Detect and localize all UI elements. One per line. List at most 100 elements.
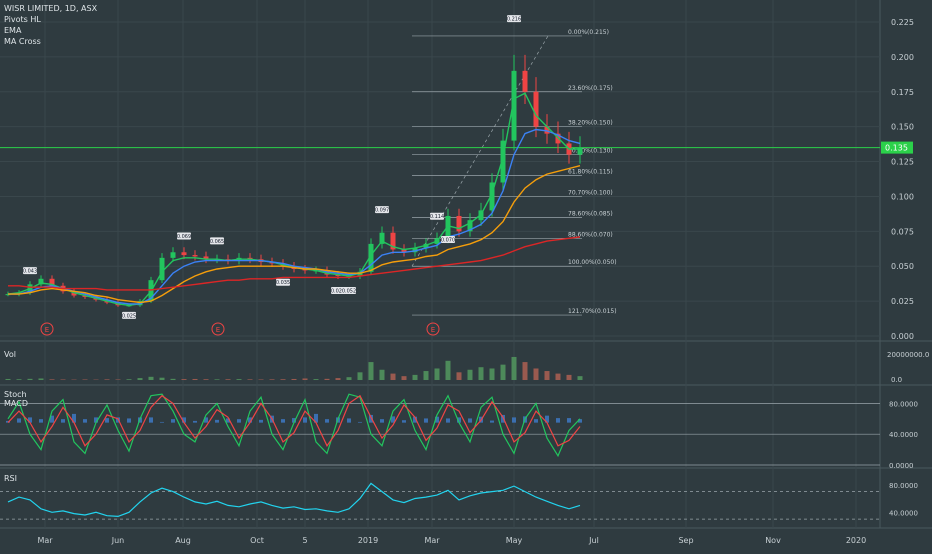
stoch-tick-label: 80.0000: [889, 400, 918, 408]
time-axis-label: Oct: [250, 536, 264, 545]
current-price-label: 0.135: [885, 144, 908, 153]
pivot-label: 0.097: [375, 206, 389, 214]
macd-histogram-bar: [347, 418, 351, 422]
pivot-label-text: 0.035: [276, 280, 290, 286]
macd-histogram-bar: [567, 418, 571, 423]
volume-bar: [413, 375, 418, 380]
macd-histogram-bar: [17, 418, 21, 422]
volume-bar: [314, 379, 319, 380]
macd-histogram-bar: [424, 418, 428, 422]
earnings-marker-label: E: [216, 326, 220, 334]
indicator-ma-cross-label[interactable]: MA Cross: [4, 36, 97, 47]
indicator-ema-label[interactable]: EMA: [4, 25, 97, 36]
macd-histogram-bar: [490, 421, 494, 423]
pivot-label: 0.025: [122, 312, 136, 320]
pivot-label: 0.035: [276, 279, 290, 287]
volume-bar: [105, 379, 110, 380]
rsi-panel-label: RSI: [4, 473, 17, 484]
stoch-tick-label: 40.0000: [889, 431, 918, 439]
pivot-label-text: 0.097: [375, 208, 389, 214]
price-tick-label: 0.100: [891, 192, 914, 201]
macd-histogram-bar: [127, 418, 131, 422]
pivot-label-text: 0.069: [177, 234, 191, 240]
price-tick-label: 0.000: [891, 332, 914, 341]
vol-panel-label: Vol: [4, 349, 16, 360]
volume-bar: [556, 374, 561, 380]
earnings-marker-label: E: [431, 326, 435, 334]
volume-bar: [358, 372, 363, 380]
indicator-pivots-label[interactable]: Pivots HL: [4, 14, 97, 25]
macd-histogram-bar: [380, 419, 384, 423]
volume-bar: [17, 379, 22, 380]
macd-histogram-bar: [215, 420, 219, 423]
macd-histogram-bar: [534, 419, 538, 423]
volume-bar: [226, 379, 231, 380]
earnings-marker-label: E: [45, 326, 49, 334]
macd-histogram-bar: [281, 419, 285, 423]
volume-bar: [6, 379, 11, 380]
pivot-label: 0.070: [441, 236, 455, 244]
fib-level-label: 23.60%(0.175): [568, 85, 613, 92]
volume-bar: [501, 365, 506, 380]
time-axis-label: Aug: [175, 536, 191, 545]
volume-bar: [204, 379, 209, 380]
volume-bar: [292, 379, 297, 380]
volume-bar: [446, 361, 451, 380]
price-tick-label: 0.200: [891, 53, 914, 62]
rsi-tick-label: 80.0000: [889, 482, 918, 490]
pivot-label: 0.052: [342, 287, 356, 295]
volume-bar: [391, 374, 396, 380]
macd-histogram-bar: [259, 420, 263, 423]
volume-bar: [50, 379, 55, 380]
pivot-label-text: 0.065: [210, 239, 224, 245]
time-axis-label: Sep: [678, 536, 693, 545]
macd-histogram-bar: [160, 422, 164, 423]
volume-bar: [578, 376, 583, 380]
fib-level-label: 38.20%(0.150): [568, 120, 613, 127]
volume-tick-label: 20000000.0: [887, 351, 929, 359]
volume-bar: [28, 379, 33, 380]
price-tick-label: 0.175: [891, 88, 914, 97]
macd-histogram-bar: [325, 419, 329, 423]
fib-level-label: 61.80%(0.115): [568, 169, 613, 176]
volume-bar: [457, 372, 462, 380]
volume-bar: [39, 378, 44, 380]
pivot-label: 0.043: [23, 267, 37, 275]
time-axis-label: Mar: [424, 536, 440, 545]
pivot-label: 0.216: [507, 15, 521, 22]
macd-histogram-bar: [358, 422, 362, 423]
fib-level-label: 100.00%(0.050): [568, 259, 617, 266]
volume-bar: [424, 371, 429, 380]
time-axis-label: Mar: [37, 536, 53, 545]
macd-histogram-bar: [237, 419, 241, 423]
macd-histogram-bar: [193, 421, 197, 423]
volume-bar: [83, 379, 88, 380]
pivot-label-text: 0.052: [342, 288, 356, 294]
price-tick-label: 0.075: [891, 227, 914, 236]
fib-level-label: 78.60%(0.085): [568, 210, 613, 217]
volume-bar: [369, 362, 374, 380]
macd-histogram-bar: [149, 417, 153, 422]
price-tick-label: 0.025: [891, 297, 914, 306]
macd-histogram-bar: [61, 419, 65, 423]
volume-bar: [215, 379, 220, 380]
volume-bar: [270, 379, 275, 380]
macd-label: MACD: [4, 399, 28, 408]
candle-body: [182, 252, 187, 255]
volume-bar: [182, 379, 187, 380]
volume-bar: [171, 379, 176, 380]
volume-bar: [116, 379, 121, 380]
chart-legend: WISR LIMITED, 1D, ASX Pivots HL EMA MA C…: [4, 3, 97, 47]
candle-body: [171, 252, 176, 258]
volume-bar: [259, 379, 264, 380]
macd-histogram-bar: [105, 418, 109, 423]
volume-bar: [193, 379, 198, 380]
pivot-label: 0.069: [177, 232, 191, 240]
fib-level-label: 0.00%(0.215): [568, 29, 609, 36]
volume-bar: [127, 379, 132, 380]
volume-bar: [347, 377, 352, 380]
volume-tick-label: 0.0: [891, 376, 902, 384]
macd-histogram-bar: [402, 420, 406, 422]
